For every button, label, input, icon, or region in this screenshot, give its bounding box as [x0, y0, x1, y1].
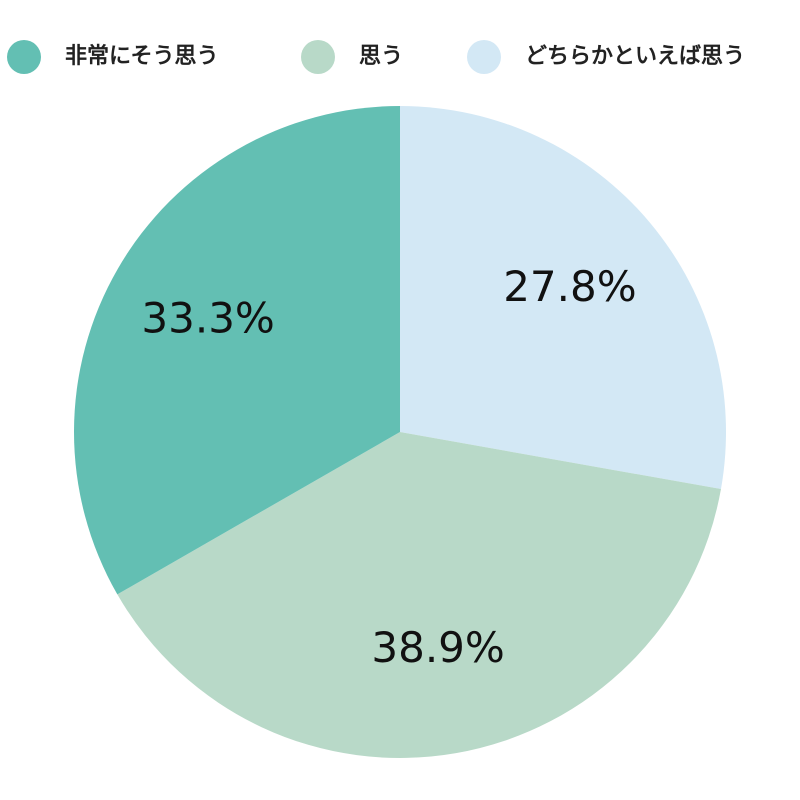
legend-swatch: [7, 40, 41, 74]
pie-slice: [117, 432, 721, 758]
legend-label: どちらかといえば思う: [525, 44, 745, 69]
legend-label: 思う: [359, 44, 403, 69]
legend-swatch: [467, 40, 501, 74]
pie-slice: [74, 106, 400, 595]
legend-label: 非常にそう思う: [65, 43, 219, 69]
legend-swatch: [301, 40, 335, 74]
value-label: 27.8%: [503, 262, 636, 311]
pie-slice: [400, 106, 726, 490]
value-label: 38.9%: [371, 623, 504, 672]
value-label: 33.3%: [141, 293, 274, 342]
